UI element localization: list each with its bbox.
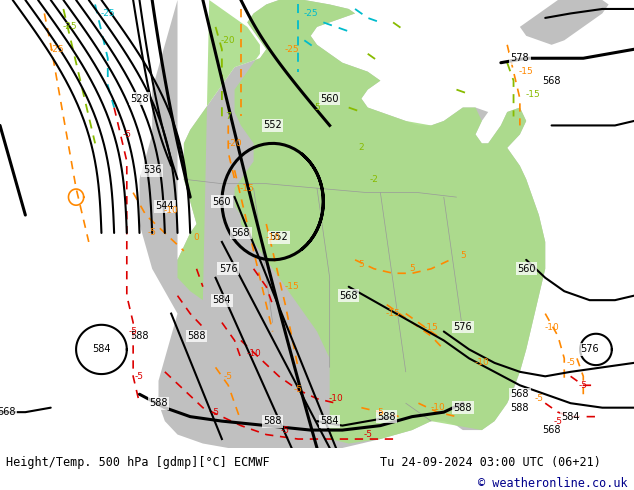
Text: 560: 560: [212, 196, 231, 207]
Text: -25: -25: [62, 23, 77, 31]
Text: -5: -5: [294, 385, 302, 394]
Text: 528: 528: [130, 94, 149, 103]
Text: -15: -15: [519, 67, 534, 76]
Text: -25: -25: [49, 45, 65, 54]
Text: 584: 584: [212, 295, 231, 305]
Text: 568: 568: [510, 389, 529, 399]
Text: 544: 544: [155, 201, 174, 211]
Text: -10: -10: [328, 394, 344, 403]
Text: 568: 568: [542, 425, 561, 435]
Text: -5: -5: [122, 130, 131, 139]
Text: 2: 2: [359, 144, 364, 152]
Text: -5: -5: [553, 416, 562, 426]
Text: -10: -10: [474, 358, 489, 368]
Text: 5: 5: [460, 251, 466, 260]
Text: 5: 5: [409, 264, 415, 273]
Text: 588: 588: [377, 412, 396, 421]
Text: 5: 5: [314, 103, 320, 112]
Text: -25: -25: [100, 9, 115, 18]
Text: 7: 7: [225, 112, 231, 121]
Text: 552: 552: [269, 232, 288, 243]
Text: -15: -15: [424, 322, 439, 332]
Polygon shape: [139, 0, 545, 448]
Text: 552: 552: [263, 121, 282, 130]
Text: -10: -10: [544, 322, 559, 332]
Text: -5: -5: [129, 327, 138, 336]
Text: 588: 588: [149, 398, 168, 408]
Text: -5: -5: [135, 372, 144, 381]
Text: 584: 584: [320, 416, 339, 426]
Text: 588: 588: [130, 331, 149, 341]
Text: 568: 568: [542, 75, 561, 86]
Text: -5: -5: [534, 394, 543, 403]
Text: 588: 588: [510, 403, 529, 413]
Text: 536: 536: [143, 165, 162, 175]
Text: -5: -5: [211, 408, 220, 416]
Text: 568: 568: [231, 228, 250, 238]
Text: -10: -10: [246, 349, 261, 358]
Text: -15: -15: [240, 184, 255, 193]
Text: Tu 24-09-2024 03:00 UTC (06+21): Tu 24-09-2024 03:00 UTC (06+21): [380, 456, 601, 469]
Text: 576: 576: [580, 344, 599, 354]
Text: -10: -10: [430, 403, 445, 412]
Text: -5: -5: [566, 358, 575, 368]
Text: 588: 588: [187, 331, 206, 341]
Text: -5: -5: [579, 381, 588, 390]
Text: -5: -5: [363, 430, 372, 439]
Text: -5: -5: [148, 228, 157, 238]
Text: -20: -20: [227, 139, 242, 148]
Text: -25: -25: [303, 9, 318, 18]
Text: 588: 588: [263, 416, 282, 426]
Text: -10: -10: [164, 206, 179, 215]
Text: 584: 584: [92, 344, 111, 354]
Text: -5: -5: [224, 372, 233, 381]
Text: 576: 576: [219, 264, 238, 274]
Text: 584: 584: [561, 412, 580, 421]
Text: -15: -15: [385, 309, 401, 318]
Text: 568: 568: [0, 407, 16, 417]
Text: 568: 568: [339, 291, 358, 301]
Text: -5: -5: [281, 426, 290, 435]
Text: 0: 0: [193, 233, 200, 242]
Polygon shape: [178, 0, 545, 443]
Text: 576: 576: [453, 322, 472, 332]
Text: 588: 588: [453, 403, 472, 413]
Text: 560: 560: [517, 264, 536, 274]
Text: 560: 560: [320, 94, 339, 103]
Text: 5: 5: [358, 260, 365, 269]
Text: -15: -15: [525, 90, 540, 98]
Text: Height/Temp. 500 hPa [gdmp][°C] ECMWF: Height/Temp. 500 hPa [gdmp][°C] ECMWF: [6, 456, 270, 469]
Polygon shape: [520, 0, 609, 45]
Text: © weatheronline.co.uk: © weatheronline.co.uk: [478, 477, 628, 490]
Text: 5: 5: [377, 408, 384, 416]
Text: -2: -2: [370, 175, 378, 184]
Text: -25: -25: [284, 45, 299, 54]
Text: 578: 578: [510, 53, 529, 63]
Text: -10: -10: [265, 233, 280, 242]
Text: -15: -15: [284, 282, 299, 291]
Text: -20: -20: [221, 36, 236, 45]
